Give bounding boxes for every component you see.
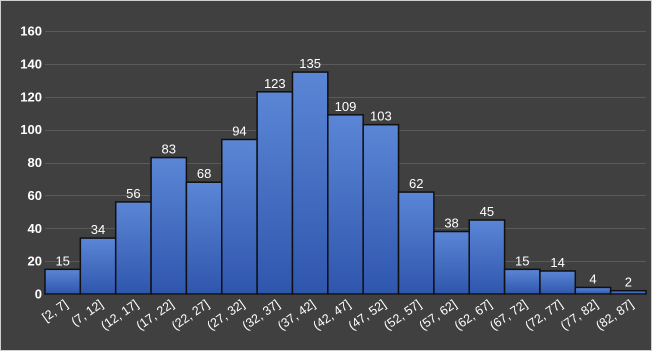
y-tick-label: 100 — [20, 122, 42, 137]
data-label: 94 — [232, 123, 246, 138]
x-tick-label: (22, 27] — [169, 297, 212, 333]
data-label: 135 — [299, 56, 321, 71]
data-label: 15 — [515, 253, 529, 268]
data-label: 45 — [480, 204, 494, 219]
y-axis: 0 20 40 60 80 100 120 140 160 — [20, 24, 42, 302]
bar — [609, 289, 647, 295]
y-tick-label: 0 — [35, 287, 42, 302]
data-label: 56 — [126, 186, 140, 201]
x-tick-label: (52, 57] — [381, 297, 424, 333]
x-tick-label: (17, 22] — [134, 297, 177, 333]
bar — [397, 191, 435, 295]
x-tick-label: (57, 62] — [417, 297, 460, 333]
data-label: 109 — [335, 99, 357, 114]
data-label: 34 — [91, 222, 105, 237]
data-label: 62 — [409, 176, 423, 191]
bar — [185, 181, 223, 295]
x-tick-label: (67, 72] — [487, 297, 530, 333]
data-label: 83 — [162, 142, 176, 157]
bar — [327, 114, 364, 295]
data-labels: 15 34 56 83 68 94 123 135 109 103 62 38 45 15 14 4 2 — [55, 56, 631, 290]
bar — [574, 286, 612, 295]
bar — [362, 123, 400, 295]
x-tick-label: (72, 77] — [523, 297, 566, 333]
y-tick-label: 140 — [20, 56, 42, 71]
x-tick-label: (47, 52] — [346, 297, 389, 333]
bar — [291, 71, 329, 295]
bar — [256, 91, 294, 295]
x-tick-label: (37, 42] — [275, 297, 318, 333]
bar — [539, 270, 577, 295]
x-tick-label: [2, 7] — [40, 297, 71, 324]
y-tick-label: 60 — [28, 188, 42, 203]
x-axis: [2, 7](7, 12](12, 17](17, 22](22, 27](27… — [40, 297, 636, 333]
bar — [503, 268, 541, 295]
bar — [221, 138, 258, 295]
data-label: 103 — [370, 109, 392, 124]
bar — [79, 237, 117, 295]
data-label: 15 — [55, 253, 69, 268]
y-tick-label: 20 — [28, 254, 42, 269]
data-label: 4 — [589, 271, 596, 286]
bar — [433, 230, 470, 295]
y-tick-label: 160 — [20, 24, 42, 39]
bar — [44, 268, 82, 295]
data-label: 68 — [197, 166, 211, 181]
bar — [114, 201, 152, 295]
data-label: 123 — [264, 76, 286, 91]
x-tick-label: (32, 37] — [240, 297, 283, 333]
x-tick-label: (62, 67] — [452, 297, 495, 333]
bars — [44, 71, 647, 295]
x-tick-label: (12, 17] — [98, 297, 141, 333]
x-tick-label: (27, 32] — [204, 297, 247, 333]
y-tick-label: 80 — [28, 155, 42, 170]
data-label: 2 — [625, 275, 632, 290]
x-tick-label: (42, 47] — [310, 297, 353, 333]
bar — [150, 156, 188, 295]
x-tick-label: (82, 87] — [593, 297, 636, 333]
y-tick-label: 120 — [20, 89, 42, 104]
y-tick-label: 40 — [28, 221, 42, 236]
data-label: 38 — [444, 216, 458, 231]
x-tick-label: (77, 82] — [558, 297, 601, 333]
data-label: 14 — [550, 255, 564, 270]
bar — [468, 219, 506, 295]
